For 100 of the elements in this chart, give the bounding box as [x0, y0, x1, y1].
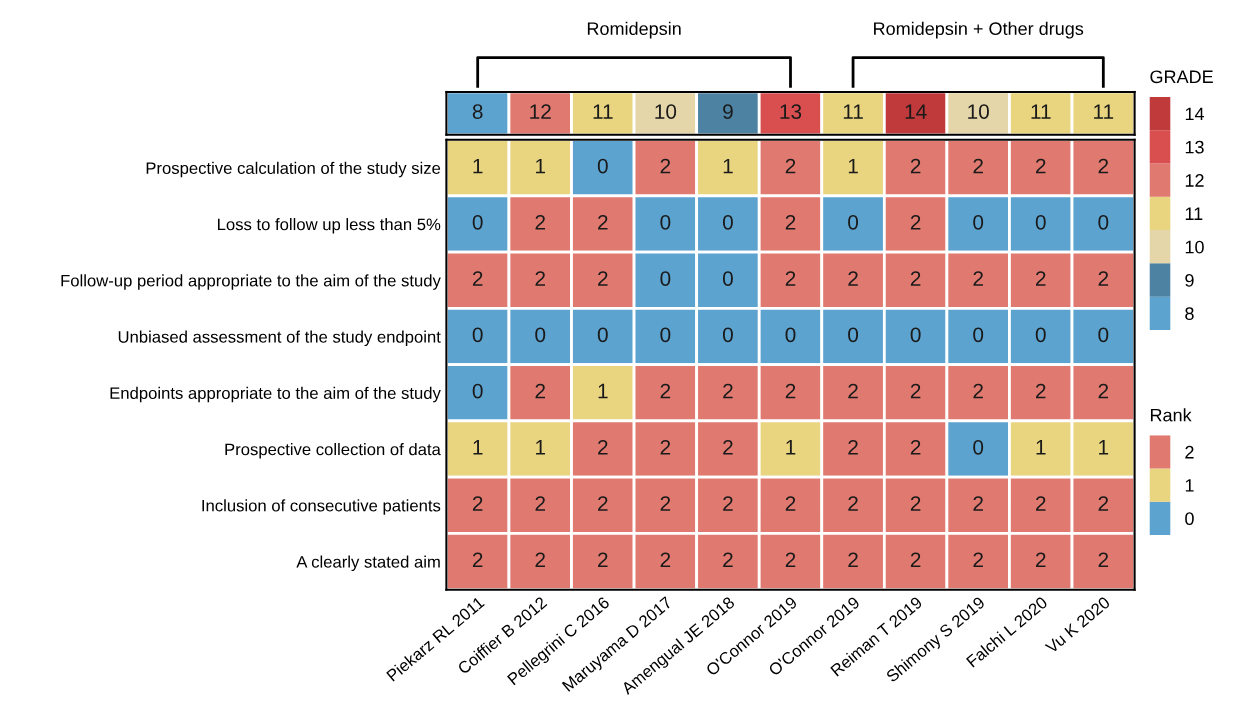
data-label: 1	[723, 158, 733, 174]
data-label: 12	[530, 104, 551, 119]
data-label: 0	[1098, 214, 1109, 230]
data-label: 9	[723, 104, 733, 119]
data-label: 11	[593, 104, 613, 119]
data-label: 10	[655, 104, 677, 119]
data-label: 2	[598, 496, 608, 511]
data-label: 2	[848, 496, 858, 511]
data-label: 1	[598, 383, 608, 399]
data-label: 2	[472, 271, 483, 286]
data-label: 2	[910, 214, 921, 230]
data-label: 2	[1036, 158, 1046, 174]
y-tick-label: Follow-up period appropriate to the aim of the study	[61, 274, 441, 290]
data-label: 11	[1031, 104, 1051, 119]
data-label: 2	[1036, 383, 1046, 399]
data-label: 2	[785, 158, 796, 174]
data-label: 2	[848, 552, 858, 567]
data-label: 2	[598, 439, 608, 455]
data-label: 2	[848, 383, 858, 399]
data-label: 0	[660, 327, 671, 343]
data-label: 2	[723, 383, 733, 399]
data-label: 2	[535, 271, 545, 286]
data-label: 2	[660, 439, 671, 455]
data-label: 0	[1035, 214, 1046, 230]
data-label: 0	[1035, 327, 1046, 343]
y-tick-label: A clearly stated aim	[296, 555, 440, 572]
color-bar-label: 2	[1185, 445, 1194, 459]
data-label: 2	[660, 383, 671, 399]
data-label: 2	[910, 158, 921, 174]
data-label: 2	[1098, 552, 1109, 567]
data-label: 2	[785, 383, 796, 399]
data-label: 2	[910, 496, 921, 511]
data-label: 2	[535, 496, 545, 511]
data-label: 1	[536, 440, 546, 455]
data-label: 2	[910, 383, 921, 399]
data-label: 11	[1094, 104, 1114, 119]
color-bar-title: GRADE	[1150, 70, 1213, 84]
data-label: 2	[785, 271, 796, 286]
data-label: 0	[785, 327, 796, 343]
data-label: 2	[785, 496, 796, 511]
data-label: 0	[597, 158, 608, 174]
data-label: 0	[722, 214, 733, 230]
data-label: 0	[910, 327, 921, 343]
data-label: 0	[535, 327, 546, 343]
data-label: 1	[473, 158, 483, 174]
data-label: 0	[472, 327, 483, 343]
data-label: 0	[973, 214, 984, 230]
y-tick-label: Unbiased assessment of the study endpoint	[118, 330, 441, 347]
data-label: 8	[472, 104, 483, 119]
y-tick-label: Loss to follow up less than 5%	[218, 218, 441, 234]
y-tick-label: Endpoints appropriate to the aim of the study	[110, 386, 441, 403]
data-label: 2	[848, 439, 858, 455]
data-label: 2	[1098, 496, 1109, 511]
data-label: 2	[848, 271, 858, 286]
data-label: 2	[785, 552, 796, 567]
data-label: 1	[848, 158, 858, 174]
data-label: 2	[910, 271, 921, 286]
data-label: 2	[1036, 271, 1046, 286]
data-label: 0	[848, 214, 859, 230]
data-label: 2	[660, 552, 671, 567]
data-label: 2	[598, 552, 608, 567]
data-label: 0	[660, 214, 671, 230]
data-label: 2	[785, 214, 796, 230]
text: Romidepsin	[587, 21, 681, 39]
data-label: 2	[910, 439, 921, 455]
color-bar-label: 0	[1185, 512, 1194, 526]
data-label: 2	[472, 552, 483, 567]
data-label: 0	[660, 271, 671, 286]
data-label: 0	[973, 327, 984, 343]
data-label: 2	[723, 439, 733, 455]
data-label: 2	[535, 383, 545, 399]
data-label: 2	[535, 552, 545, 567]
data-label: 2	[598, 271, 608, 286]
color-bar-label: 12	[1185, 174, 1204, 187]
data-label: 1	[1036, 440, 1046, 455]
data-label: 1	[786, 440, 796, 455]
y-tick-label: Prospective calculation of the study size	[146, 161, 441, 178]
data-label: 2	[472, 496, 483, 511]
data-label: 10	[968, 104, 989, 119]
data-label: 2	[973, 383, 983, 399]
data-label: 0	[1098, 327, 1109, 343]
data-label: 2	[973, 496, 983, 511]
data-label: 0	[722, 271, 733, 286]
data-label: 2	[723, 496, 733, 511]
color-bar-label: 8	[1185, 307, 1194, 321]
data-label: 0	[472, 214, 483, 230]
color-bar-label: 9	[1185, 273, 1194, 287]
data-label: 14	[905, 104, 927, 119]
data-label: 2	[1098, 271, 1109, 286]
data-label: 2	[1036, 552, 1046, 567]
data-label: 2	[535, 214, 545, 230]
data-label: 0	[472, 383, 483, 399]
data-label: 13	[780, 104, 802, 119]
data-label: 0	[722, 327, 733, 343]
data-label: 0	[973, 439, 984, 455]
y-tick-label: Prospective collection of data	[225, 443, 441, 459]
color-bar-label: 1	[1185, 479, 1194, 492]
data-label: 2	[910, 552, 921, 567]
data-label: 1	[536, 158, 546, 174]
data-label: 2	[1098, 158, 1109, 174]
